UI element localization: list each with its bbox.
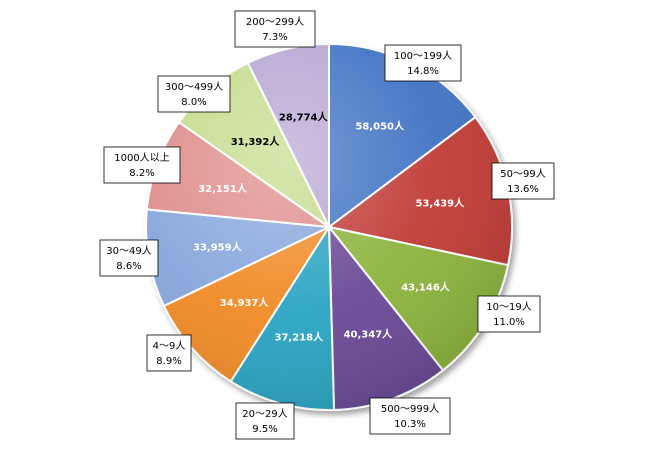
slice-callout: 200〜299人 7.3% xyxy=(234,10,316,48)
slice-percent-label: 8.6% xyxy=(116,261,141,272)
slice-percent-label: 10.3% xyxy=(394,419,426,430)
callout-box xyxy=(235,402,295,440)
slice-callout: 1000人以上 8.2% xyxy=(103,146,181,184)
slice-value-label: 33,959人 xyxy=(193,241,243,254)
slice-value-label: 31,392人 xyxy=(231,135,281,148)
callout-box xyxy=(234,10,316,48)
slice-percent-label: 8.2% xyxy=(129,168,154,179)
slice-percent-label: 8.9% xyxy=(156,356,181,367)
slice-callout: 500〜999人 10.3% xyxy=(369,397,451,435)
callout-box xyxy=(146,334,192,372)
slice-category-label: 50〜99人 xyxy=(500,168,545,180)
callout-box xyxy=(369,397,451,435)
slice-callout: 100〜199人 14.8% xyxy=(384,44,462,82)
slice-category-label: 10〜19人 xyxy=(486,301,531,313)
slice-category-label: 300〜499人 xyxy=(165,81,223,93)
slice-percent-label: 11.0% xyxy=(493,317,525,328)
slice-percent-label: 8.0% xyxy=(181,97,206,108)
slice-value-label: 53,439人 xyxy=(416,197,466,210)
slice-callout: 10〜19人 11.0% xyxy=(477,295,541,333)
callout-box xyxy=(103,146,181,184)
slice-category-label: 1000人以上 xyxy=(114,152,169,164)
slice-category-label: 100〜199人 xyxy=(394,50,452,62)
callout-box xyxy=(491,162,555,200)
slice-value-label: 58,050人 xyxy=(355,120,405,133)
slice-percent-label: 13.6% xyxy=(507,184,539,195)
callout-box xyxy=(99,239,159,277)
slice-category-label: 4〜9人 xyxy=(153,340,186,352)
slice-category-label: 500〜999人 xyxy=(381,403,439,415)
slice-percent-label: 9.5% xyxy=(252,424,277,435)
slice-category-label: 30〜49人 xyxy=(106,245,151,257)
slice-callout: 50〜99人 13.6% xyxy=(491,162,555,200)
slice-percent-label: 7.3% xyxy=(262,32,287,43)
callout-box xyxy=(384,44,462,82)
slice-callout: 4〜9人 8.9% xyxy=(146,334,192,372)
slice-value-label: 40,347人 xyxy=(344,328,394,341)
slice-category-label: 20〜29人 xyxy=(242,408,287,420)
slice-value-label: 32,151人 xyxy=(198,182,248,195)
callout-box xyxy=(157,75,231,113)
slice-callout: 300〜499人 8.0% xyxy=(157,75,231,113)
slice-category-label: 200〜299人 xyxy=(246,16,304,28)
callout-box xyxy=(477,295,541,333)
slice-percent-label: 14.8% xyxy=(407,66,439,77)
slice-value-label: 34,937人 xyxy=(220,296,270,309)
slice-value-label: 37,218人 xyxy=(275,330,325,343)
value-labels: 58,050人 53,439人 43,146人 40,347人 37,218人 34,93… xyxy=(193,111,465,344)
callout-labels: 100〜199人 14.8% 50〜99人 13.6% 10〜19人 11.0% 500〜9… xyxy=(99,10,555,440)
slice-value-label: 28,774人 xyxy=(279,111,329,124)
slice-value-label: 43,146人 xyxy=(401,281,451,294)
slice-callout: 30〜49人 8.6% xyxy=(99,239,159,277)
slice-callout: 20〜29人 9.5% xyxy=(235,402,295,440)
